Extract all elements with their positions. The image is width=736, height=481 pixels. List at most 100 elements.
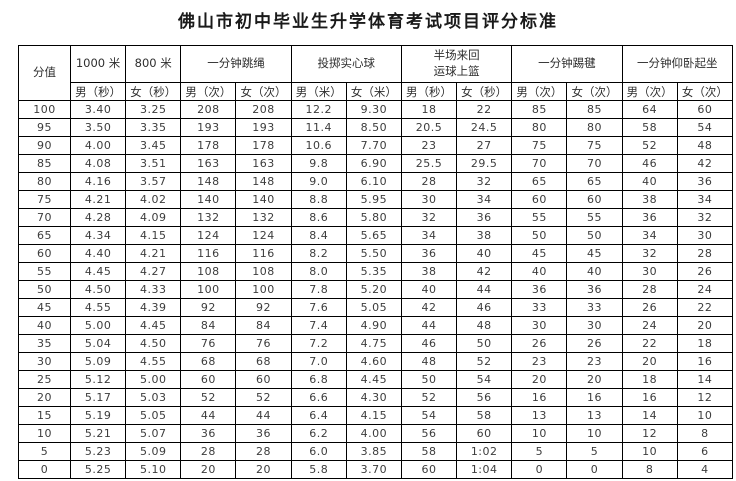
value-cell: 92 xyxy=(180,298,237,317)
value-cell: 34 xyxy=(621,226,678,245)
value-cell: 60 xyxy=(400,460,458,479)
value-cell: 6.4 xyxy=(290,406,347,425)
value-cell: 10 xyxy=(676,406,734,425)
value-cell: 44 xyxy=(456,280,513,299)
value-cell: 52 xyxy=(400,388,458,407)
value-cell: 80 xyxy=(566,118,623,137)
value-cell: 6 xyxy=(676,442,734,461)
value-cell: 54 xyxy=(676,118,734,137)
value-cell: 4.15 xyxy=(125,226,182,245)
value-cell: 60 xyxy=(456,424,513,443)
value-cell: 4.75 xyxy=(345,334,402,353)
value-cell: 60 xyxy=(180,370,237,389)
value-cell: 29.5 xyxy=(456,154,513,173)
score-cell: 35 xyxy=(18,334,71,353)
value-cell: 32 xyxy=(456,172,513,191)
value-cell: 6.6 xyxy=(290,388,347,407)
table-row: 55 4.45 4.27 108 108 8.0 5.35 38 42 40 40 30 26 xyxy=(18,262,734,281)
value-cell: 5.09 xyxy=(69,352,127,371)
value-cell: 6.10 xyxy=(345,172,402,191)
value-cell: 124 xyxy=(180,226,237,245)
sub-column-header: 男（米） xyxy=(290,82,347,101)
value-cell: 4.50 xyxy=(69,280,127,299)
group-column-header: 一分钟跳绳 xyxy=(180,45,292,83)
value-cell: 1:02 xyxy=(456,442,513,461)
value-cell: 30 xyxy=(566,316,623,335)
value-cell: 70 xyxy=(511,154,568,173)
score-cell: 80 xyxy=(18,172,71,191)
value-cell: 26 xyxy=(621,298,678,317)
value-cell: 5 xyxy=(566,442,623,461)
value-cell: 1:04 xyxy=(456,460,513,479)
value-cell: 28 xyxy=(400,172,458,191)
score-cell: 85 xyxy=(18,154,71,173)
value-cell: 27 xyxy=(456,136,513,155)
score-cell: 30 xyxy=(18,352,71,371)
value-cell: 140 xyxy=(180,190,237,209)
table-row: 80 4.16 3.57 148 148 9.0 6.10 28 32 65 65 40 36 xyxy=(18,172,734,191)
value-cell: 44 xyxy=(400,316,458,335)
value-cell: 36 xyxy=(621,208,678,227)
value-cell: 36 xyxy=(456,208,513,227)
value-cell: 28 xyxy=(621,280,678,299)
score-cell: 55 xyxy=(18,262,71,281)
table-row: 0 5.25 5.10 20 20 5.8 3.70 60 1:04 0 0 8 4 xyxy=(18,460,734,479)
value-cell: 28 xyxy=(676,244,734,263)
score-cell: 95 xyxy=(18,118,71,137)
value-cell: 163 xyxy=(235,154,292,173)
value-cell: 3.51 xyxy=(125,154,182,173)
value-cell: 18 xyxy=(400,100,458,119)
value-cell: 4.15 xyxy=(345,406,402,425)
table-row: 70 4.28 4.09 132 132 8.6 5.80 32 36 55 55 36 32 xyxy=(18,208,734,227)
value-cell: 55 xyxy=(511,208,568,227)
value-cell: 208 xyxy=(180,100,237,119)
value-cell: 163 xyxy=(180,154,237,173)
value-cell: 193 xyxy=(235,118,292,137)
value-cell: 4.45 xyxy=(69,262,127,281)
value-cell: 48 xyxy=(456,316,513,335)
value-cell: 4.45 xyxy=(125,316,182,335)
table-row: 30 5.09 4.55 68 68 7.0 4.60 48 52 23 23 20 16 xyxy=(18,352,734,371)
value-cell: 23 xyxy=(511,352,568,371)
value-cell: 13 xyxy=(511,406,568,425)
value-cell: 36 xyxy=(180,424,237,443)
value-cell: 3.45 xyxy=(125,136,182,155)
value-cell: 5.07 xyxy=(125,424,182,443)
value-cell: 58 xyxy=(456,406,513,425)
value-cell: 5.05 xyxy=(125,406,182,425)
value-cell: 3.25 xyxy=(125,100,182,119)
value-cell: 75 xyxy=(511,136,568,155)
value-cell: 0 xyxy=(511,460,568,479)
value-cell: 68 xyxy=(235,352,292,371)
group-column-header: 800 米 xyxy=(125,45,182,83)
value-cell: 92 xyxy=(235,298,292,317)
value-cell: 55 xyxy=(566,208,623,227)
value-cell: 5.04 xyxy=(69,334,127,353)
value-cell: 85 xyxy=(566,100,623,119)
value-cell: 6.2 xyxy=(290,424,347,443)
value-cell: 20 xyxy=(566,370,623,389)
value-cell: 8.8 xyxy=(290,190,347,209)
value-cell: 9.8 xyxy=(290,154,347,173)
value-cell: 4.16 xyxy=(69,172,127,191)
value-cell: 18 xyxy=(676,334,734,353)
value-cell: 3.50 xyxy=(69,118,127,137)
value-cell: 5.95 xyxy=(345,190,402,209)
score-cell: 20 xyxy=(18,388,71,407)
table-row: 35 5.04 4.50 76 76 7.2 4.75 46 50 26 26 22 18 xyxy=(18,334,734,353)
value-cell: 26 xyxy=(676,262,734,281)
value-cell: 16 xyxy=(511,388,568,407)
value-cell: 40 xyxy=(456,244,513,263)
table-row: 95 3.50 3.35 193 193 11.4 8.50 20.5 24.5 80 80 58 54 xyxy=(18,118,734,137)
value-cell: 26 xyxy=(511,334,568,353)
value-cell: 32 xyxy=(676,208,734,227)
value-cell: 4.39 xyxy=(125,298,182,317)
score-cell: 15 xyxy=(18,406,71,425)
table-row: 20 5.17 5.03 52 52 6.6 4.30 52 56 16 16 16 12 xyxy=(18,388,734,407)
value-cell: 56 xyxy=(456,388,513,407)
value-cell: 42 xyxy=(676,154,734,173)
value-cell: 46 xyxy=(400,334,458,353)
sub-column-header: 男（秒） xyxy=(69,82,127,101)
value-cell: 3.70 xyxy=(345,460,402,479)
value-cell: 58 xyxy=(400,442,458,461)
